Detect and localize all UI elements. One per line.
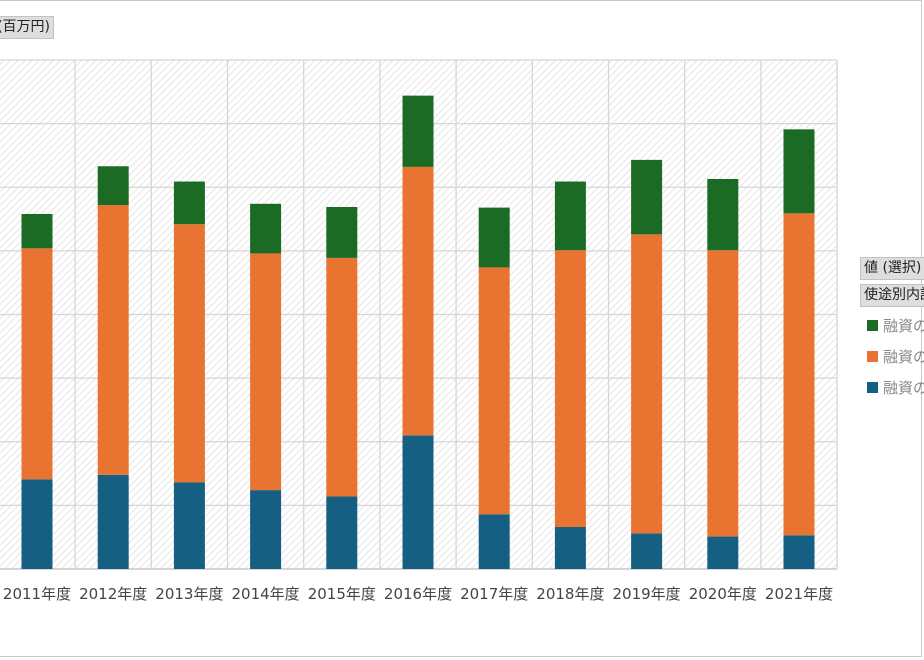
legend-swatch-icon [867, 382, 878, 393]
x-tick-label: 2013年度 [155, 585, 223, 603]
bar-segment-bottom[interactable] [402, 435, 434, 569]
bar-segment-bottom[interactable] [707, 536, 739, 569]
bar-segment-top[interactable] [21, 213, 53, 249]
vertical-gridlines [74, 60, 838, 569]
bar-segment-middle[interactable] [554, 250, 586, 528]
bar-segment-top[interactable] [783, 129, 815, 214]
bar-segment-middle[interactable] [326, 257, 358, 497]
bar-segment-bottom[interactable] [478, 514, 510, 569]
bar-segment-bottom[interactable] [97, 474, 129, 569]
x-tick-label: 2015年度 [308, 585, 376, 603]
legend-field: 使途別内訳 [864, 287, 924, 303]
x-axis-labels: 2011年度 2012年度 2013年度 2014年度 2015年度 2016年度 2017… [3, 585, 833, 603]
bar-segment-middle[interactable] [631, 234, 663, 534]
bar-segment-top[interactable] [250, 203, 282, 254]
bar-segment-top[interactable] [173, 181, 205, 225]
legend-swatch-icon [867, 351, 878, 362]
bar-segment-top[interactable] [631, 159, 663, 235]
legend-values-chip[interactable]: 値 (選択) [860, 257, 924, 280]
legend-entry-label: 融資の [883, 317, 924, 335]
bar-segment-bottom[interactable] [554, 527, 586, 569]
x-tick-label: 2018年度 [536, 585, 604, 603]
bar-segment-bottom[interactable] [173, 482, 205, 569]
bar-segment-bottom[interactable] [21, 479, 53, 569]
bar-segment-bottom[interactable] [326, 496, 358, 569]
x-tick-label: 2012年度 [79, 585, 147, 603]
legend-field-chip[interactable]: 使途別内訳 [860, 284, 924, 307]
bar-segment-top[interactable] [478, 207, 510, 268]
unit-label: (百万円) [0, 19, 50, 35]
bar-segment-middle[interactable] [173, 224, 205, 483]
bar-segment-top[interactable] [97, 166, 129, 206]
bar-segment-middle[interactable] [783, 213, 815, 536]
legend-entry-label: 融資の [883, 348, 924, 366]
bar-segment-top[interactable] [707, 178, 739, 251]
x-tick-label: 2021年度 [765, 585, 833, 603]
legend-entry-label: 融資の [883, 379, 924, 397]
unit-label-chip[interactable]: (百万円) [0, 16, 54, 39]
bar-segment-middle[interactable] [478, 267, 510, 515]
x-tick-label: 2014年度 [232, 585, 300, 603]
bar-segment-top[interactable] [402, 95, 434, 167]
legend-title: 値 (選択) [864, 260, 922, 276]
x-tick-label: 2016年度 [384, 585, 452, 603]
x-tick-label: 2017年度 [460, 585, 528, 603]
x-tick-label: 2011年度 [3, 585, 71, 603]
x-tick-label: 2020年度 [689, 585, 757, 603]
bar-segment-middle[interactable] [402, 166, 434, 436]
legend-swatch-icon [867, 320, 878, 331]
bar-segment-middle[interactable] [97, 205, 129, 475]
bar-segment-middle[interactable] [250, 253, 282, 491]
bar-segment-top[interactable] [554, 181, 586, 251]
x-tick-label: 2019年度 [613, 585, 681, 603]
bar-segment-middle[interactable] [21, 248, 53, 480]
bar-segment-bottom[interactable] [783, 535, 815, 569]
bar-segment-top[interactable] [326, 206, 358, 258]
bar-segment-bottom[interactable] [250, 490, 282, 569]
bars [21, 95, 815, 569]
bar-segment-middle[interactable] [707, 250, 739, 537]
bar-segment-bottom[interactable] [631, 533, 663, 569]
